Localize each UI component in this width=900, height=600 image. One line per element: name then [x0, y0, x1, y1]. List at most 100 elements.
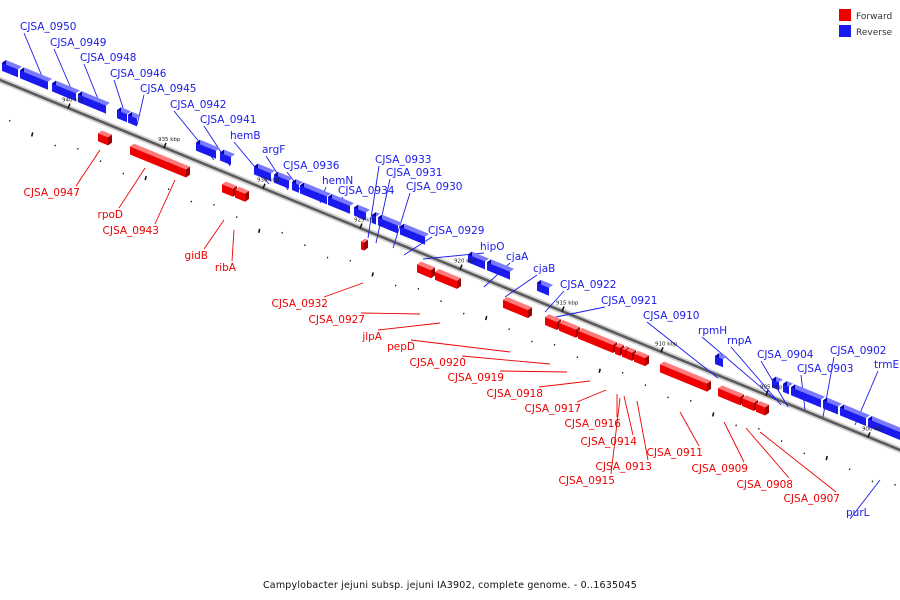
- gene-label-rnpa: rnpA: [727, 335, 752, 347]
- gene-side: [364, 239, 368, 251]
- gene-label-cjsa-0927: CJSA_0927: [309, 314, 365, 326]
- gene-label-cjsa-0934: CJSA_0934: [338, 185, 395, 197]
- reverse-gene: [537, 279, 553, 296]
- gene-label-riba: ribA: [215, 262, 237, 274]
- gene-label-cjsa-0904: CJSA_0904: [757, 349, 814, 361]
- gene-front: [660, 364, 707, 392]
- gene-top: [168, 159, 190, 170]
- gene-front: [117, 110, 127, 123]
- reverse-gene: [772, 376, 783, 391]
- reverse-gene: [487, 259, 514, 280]
- gene-label-cjsa-0942: CJSA_0942: [170, 99, 226, 111]
- gene-front: [2, 62, 18, 78]
- gene-top: [559, 320, 580, 330]
- reverse-gene: [20, 67, 52, 90]
- gene-label-cjsa-0933: CJSA_0933: [375, 154, 431, 166]
- leader-line: [53, 48, 74, 94]
- gene-top: [78, 91, 110, 106]
- kbp-tick: [67, 103, 71, 109]
- leader-line: [360, 312, 421, 315]
- gene-front: [300, 185, 327, 205]
- gene-side: [528, 307, 532, 319]
- gene-label-hemb: hemB: [230, 130, 261, 142]
- gene-label-cjsa-0945: CJSA_0945: [140, 83, 196, 95]
- gene-label-cjsa-0941: CJSA_0941: [200, 114, 256, 126]
- gene-top: [487, 259, 514, 272]
- tick-mark: [711, 412, 715, 417]
- minor-tick-marks: [8, 119, 896, 486]
- tick-mark: [122, 172, 125, 175]
- leader-line: [730, 346, 782, 406]
- kbp-labels: 940 kbp 935 kbp 930 kbp 925 kbp 920 kbp 915 k…: [62, 97, 885, 438]
- tick-mark: [281, 231, 283, 234]
- leader-line: [555, 306, 606, 318]
- tick-mark: [144, 175, 147, 181]
- gene-label-cjsa-0929: CJSA_0929: [428, 225, 484, 237]
- leader-line: [646, 321, 719, 379]
- gene-top: [20, 67, 52, 82]
- gene-label-rpmh: rpmH: [698, 325, 727, 337]
- gene-front: [196, 142, 216, 159]
- gene-side: [108, 134, 112, 146]
- legend-label-forward: Forward: [856, 12, 892, 22]
- leader-line: [323, 282, 364, 298]
- leader-line: [679, 411, 700, 447]
- gene-front: [130, 146, 168, 171]
- tick-mark: [8, 119, 11, 122]
- reverse-gene: [354, 204, 370, 221]
- gene-front: [615, 345, 620, 356]
- leader-line: [610, 397, 621, 475]
- leader-line: [375, 178, 391, 244]
- gene-front: [868, 418, 900, 440]
- leader-line: [499, 370, 568, 373]
- reverse-gene: [328, 194, 354, 214]
- gene-top: [468, 251, 489, 262]
- gene-labels: CJSA_0950 CJSA_0949 CJSA_0948 CJSA_0946 CJSA…: [20, 21, 899, 519]
- gene-front: [354, 207, 366, 221]
- gene-front: [756, 403, 765, 416]
- leader-line: [136, 94, 145, 126]
- tick-mark: [825, 455, 828, 461]
- gene-label-argf: argF: [262, 144, 285, 156]
- gene-top: [742, 395, 758, 403]
- leader-line: [745, 427, 790, 479]
- forward-gene: [718, 385, 744, 406]
- gene-front: [622, 348, 625, 358]
- tick-mark: [735, 424, 737, 427]
- tick-mark: [576, 356, 579, 359]
- gene-label-cjsa-0931: CJSA_0931: [386, 167, 442, 179]
- gene-label-cjsa-0946: CJSA_0946: [110, 68, 167, 80]
- tick-mark: [304, 244, 306, 247]
- leader-line: [759, 431, 837, 493]
- gene-front: [487, 262, 510, 280]
- reverse-gene: [117, 107, 131, 123]
- tick-mark: [803, 452, 806, 455]
- forward-gene: [559, 320, 580, 338]
- kbp-tick: [262, 183, 266, 189]
- gene-front: [400, 226, 425, 245]
- kbp-label: 925 kbp: [354, 218, 377, 224]
- gene-top: [840, 404, 870, 419]
- legend: Forward Reverse: [839, 9, 893, 38]
- gene-label-hemn: hemN: [322, 175, 353, 187]
- tick-mark: [598, 368, 601, 373]
- gene-front: [220, 152, 231, 165]
- tick-mark: [508, 328, 510, 331]
- gene-label-cjsa-0907: CJSA_0907: [784, 493, 840, 505]
- tick-mark: [758, 427, 760, 430]
- reverse-gene: [378, 214, 402, 234]
- reverse-gene: [300, 182, 331, 205]
- gene-front: [718, 388, 740, 406]
- leader-line: [403, 236, 433, 256]
- gene-front: [537, 282, 549, 296]
- reverse-gene: [254, 163, 275, 182]
- gene-label-cjsa-0917: CJSA_0917: [525, 403, 581, 415]
- leader-line: [392, 192, 411, 249]
- gene-top: [503, 296, 532, 311]
- genome-caption: Campylobacter jejuni subsp. jejuni IA390…: [263, 580, 637, 591]
- gene-label-hipo: hipO: [480, 241, 505, 253]
- kbp-label: 910 kbp: [655, 341, 678, 347]
- reverse-gene: [372, 212, 380, 225]
- kbp-label: 915 kbp: [556, 301, 579, 307]
